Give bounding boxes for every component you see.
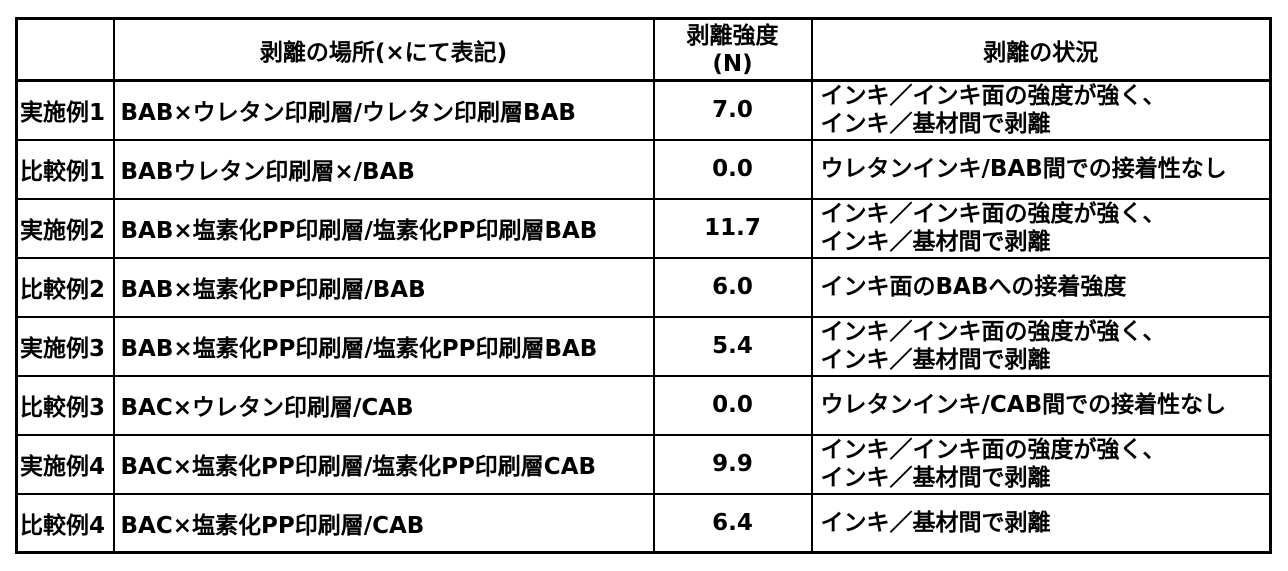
situation-cell: インキ／インキ面の強度が強く、 インキ／基材間で剥離 bbox=[810, 79, 1272, 141]
row-label-cell: 実施例2 bbox=[15, 197, 115, 259]
situation-line: ウレタンインキ/BAB間での接着性なし bbox=[820, 156, 1227, 182]
situation-line: インキ／基材間で剥離 bbox=[820, 111, 1051, 138]
row-label-cell: 比較例4 bbox=[15, 492, 115, 554]
situation-line: インキ／基材間で剥離 bbox=[820, 347, 1051, 373]
row-label-cell: 比較例1 bbox=[15, 138, 115, 200]
peel-test-results-table-wrapper: 剥離の場所(×にて表記) 剥離強度 (N) 剥離の状況 実施例1 BAB×ウレタ… bbox=[15, 17, 1272, 554]
table-row: 比較例3 BAC×ウレタン印刷層/CAB 0.0 ウレタンインキ/CAB間での接… bbox=[15, 374, 1272, 436]
header-situation-cell: 剥離の状況 bbox=[810, 17, 1272, 82]
table-row: 比較例1 BABウレタン印刷層×/BAB 0.0 ウレタンインキ/BAB間での接… bbox=[15, 138, 1272, 200]
location-cell: BAC×塩素化PP印刷層/CAB bbox=[112, 492, 655, 554]
strength-cell: 7.0 bbox=[652, 79, 813, 141]
header-row: 剥離の場所(×にて表記) 剥離強度 (N) 剥離の状況 bbox=[15, 17, 1272, 82]
situation-line: インキ／基材間で剥離 bbox=[820, 465, 1051, 491]
location-cell: BABウレタン印刷層×/BAB bbox=[112, 138, 655, 200]
peel-test-results-table: 剥離の場所(×にて表記) 剥離強度 (N) 剥離の状況 実施例1 BAB×ウレタ… bbox=[15, 17, 1272, 554]
strength-cell: 5.4 bbox=[652, 315, 813, 377]
strength-cell: 0.0 bbox=[652, 374, 813, 436]
situation-cell: インキ／インキ面の強度が強く、 インキ／基材間で剥離 bbox=[810, 197, 1272, 259]
situation-cell: ウレタンインキ/BAB間での接着性なし bbox=[810, 138, 1272, 200]
situation-cell: インキ／インキ面の強度が強く、 インキ／基材間で剥離 bbox=[810, 433, 1272, 495]
situation-cell: インキ／基材間で剥離 bbox=[810, 492, 1272, 554]
strength-cell: 6.0 bbox=[652, 256, 813, 318]
row-label-cell: 実施例3 bbox=[15, 315, 115, 377]
header-corner-cell bbox=[15, 17, 115, 82]
table-row: 実施例1 BAB×ウレタン印刷層/ウレタン印刷層BAB 7.0 インキ／インキ面… bbox=[15, 79, 1272, 141]
strength-cell: 6.4 bbox=[652, 492, 813, 554]
strength-cell: 0.0 bbox=[652, 138, 813, 200]
table-row: 比較例2 BAB×塩素化PP印刷層/BAB 6.0 インキ面のBABへの接着強度 bbox=[15, 256, 1272, 318]
table-row: 実施例4 BAC×塩素化PP印刷層/塩素化PP印刷層CAB 9.9 インキ／イン… bbox=[15, 433, 1272, 495]
situation-cell: ウレタンインキ/CAB間での接着性なし bbox=[810, 374, 1272, 436]
location-cell: BAB×ウレタン印刷層/ウレタン印刷層BAB bbox=[112, 79, 655, 141]
situation-line: インキ／インキ面の強度が強く、 bbox=[820, 83, 1166, 110]
situation-line: インキ面のBABへの接着強度 bbox=[820, 274, 1127, 300]
situation-line: インキ／基材間で剥離 bbox=[820, 509, 1051, 536]
location-cell: BAC×塩素化PP印刷層/塩素化PP印刷層CAB bbox=[112, 433, 655, 495]
header-strength-line2: (N) bbox=[712, 50, 753, 77]
header-strength-cell: 剥離強度 (N) bbox=[652, 17, 813, 82]
location-cell: BAB×塩素化PP印刷層/塩素化PP印刷層BAB bbox=[112, 315, 655, 377]
row-label-cell: 比較例3 bbox=[15, 374, 115, 436]
situation-line: インキ／インキ面の強度が強く、 bbox=[820, 319, 1166, 345]
row-label-cell: 実施例4 bbox=[15, 433, 115, 495]
location-cell: BAB×塩素化PP印刷層/BAB bbox=[112, 256, 655, 318]
location-cell: BAC×ウレタン印刷層/CAB bbox=[112, 374, 655, 436]
table-row: 実施例3 BAB×塩素化PP印刷層/塩素化PP印刷層BAB 5.4 インキ／イン… bbox=[15, 315, 1272, 377]
row-label-cell: 比較例2 bbox=[15, 256, 115, 318]
location-cell: BAB×塩素化PP印刷層/塩素化PP印刷層BAB bbox=[112, 197, 655, 259]
table-row: 実施例2 BAB×塩素化PP印刷層/塩素化PP印刷層BAB 11.7 インキ／イ… bbox=[15, 197, 1272, 259]
strength-cell: 11.7 bbox=[652, 197, 813, 259]
header-location-cell: 剥離の場所(×にて表記) bbox=[112, 17, 655, 82]
situation-line: インキ／インキ面の強度が強く、 bbox=[820, 201, 1166, 227]
situation-line: インキ／インキ面の強度が強く、 bbox=[820, 437, 1166, 463]
row-label-cell: 実施例1 bbox=[15, 79, 115, 141]
header-strength-line1: 剥離強度 bbox=[686, 22, 779, 49]
situation-cell: インキ／インキ面の強度が強く、 インキ／基材間で剥離 bbox=[810, 315, 1272, 377]
situation-line: インキ／基材間で剥離 bbox=[820, 229, 1051, 255]
strength-cell: 9.9 bbox=[652, 433, 813, 495]
situation-cell: インキ面のBABへの接着強度 bbox=[810, 256, 1272, 318]
table-row: 比較例4 BAC×塩素化PP印刷層/CAB 6.4 インキ／基材間で剥離 bbox=[15, 492, 1272, 554]
situation-line: ウレタンインキ/CAB間での接着性なし bbox=[820, 392, 1227, 418]
